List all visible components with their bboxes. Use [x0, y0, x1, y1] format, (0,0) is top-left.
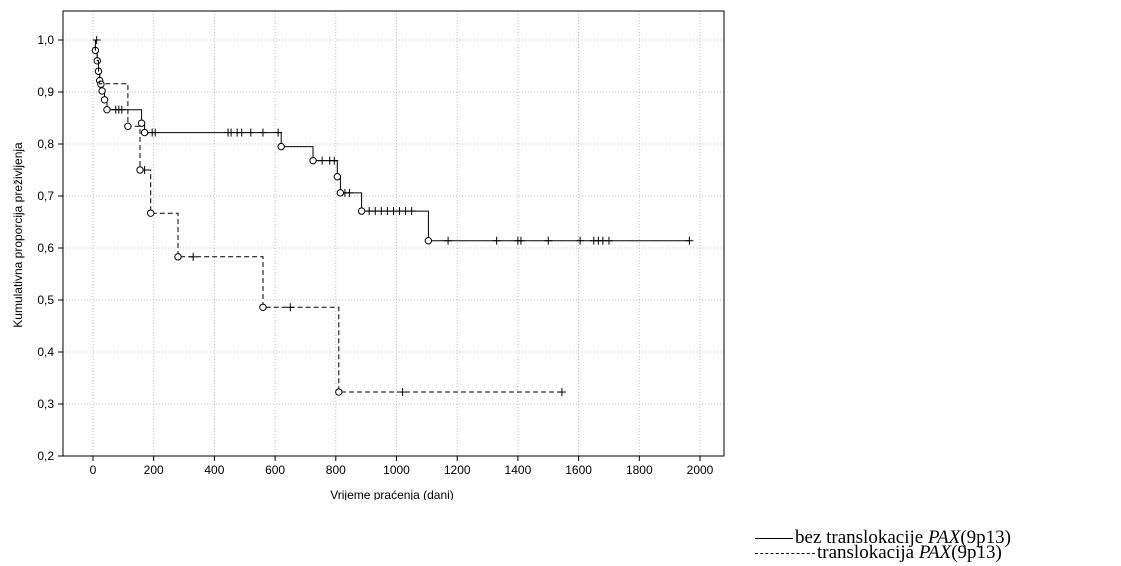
legend-swatch-solid	[755, 537, 793, 539]
x-tick-label: 800	[326, 463, 346, 477]
event-marker-bez	[140, 128, 149, 137]
x-tick-label: 1000	[383, 463, 410, 477]
event-marker-bez	[336, 189, 345, 197]
y-tick-label: 1,0	[37, 33, 54, 47]
event-marker-trans	[136, 166, 144, 174]
event-marker-bez	[357, 207, 366, 215]
legend-item-trans: translokacija PAX(9p13)	[755, 540, 1002, 566]
y-tick-label: 0,2	[37, 449, 54, 463]
x-tick-label: 0	[90, 463, 97, 477]
event-marker-bez	[424, 237, 433, 245]
y-tick-label: 0,5	[37, 293, 54, 307]
x-axis-label: Vrijeme praćenja (dani)	[330, 488, 454, 500]
series-line-trans	[93, 39, 562, 393]
legend-item-bez: bez translokacije PAX(9p13)	[755, 525, 1011, 551]
event-marker-trans	[124, 122, 132, 131]
event-marker-bez	[98, 87, 106, 95]
event-marker-bez	[100, 96, 109, 104]
x-tick-label: 200	[144, 463, 164, 477]
x-tick-label: 600	[265, 463, 285, 477]
legend-swatch-dashed	[755, 552, 815, 554]
y-axis-label: Kumulativna proporcija preživljenja	[11, 142, 25, 328]
x-tick-label: 1400	[505, 463, 532, 477]
x-tick-label: 1200	[444, 463, 471, 477]
event-marker-bez	[333, 173, 342, 181]
event-marker-bez	[103, 105, 111, 114]
plot-frame	[62, 10, 725, 457]
event-marker-bez	[277, 142, 285, 151]
y-tick-label: 0,4	[37, 345, 54, 359]
event-marker-trans	[335, 388, 343, 396]
x-tick-label: 400	[204, 463, 224, 477]
x-tick-label: 1600	[565, 463, 592, 477]
event-marker-bez	[309, 156, 317, 165]
y-tick-label: 0,6	[37, 241, 54, 255]
y-tick-label: 0,7	[37, 189, 54, 203]
y-tick-label: 0,9	[37, 85, 54, 99]
legend-label-trans: translokacija PAX(9p13)	[817, 542, 1002, 563]
y-tick-label: 0,3	[37, 397, 54, 411]
y-tick-label: 0,8	[37, 137, 54, 151]
x-tick-label: 2000	[687, 463, 714, 477]
event-marker-bez	[137, 119, 146, 127]
legend-label-bez: bez translokacije PAX(9p13)	[795, 527, 1011, 548]
chart: Vrijeme praćenja (dani) Kumulativna prop…	[11, 10, 725, 500]
event-marker-trans	[146, 209, 155, 217]
x-tick-label: 1800	[626, 463, 653, 477]
event-marker-trans	[174, 253, 182, 261]
event-marker-trans	[259, 303, 267, 311]
